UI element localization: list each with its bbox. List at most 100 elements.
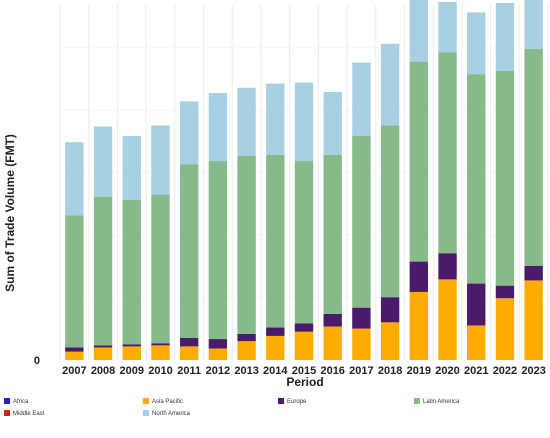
bar-segment-asia-pacific: 2012 – Asia Pacific [208, 348, 228, 360]
bar-segment-north-america: 2022 – North America [495, 2, 515, 72]
bar-segment-north-america: 2011 – North America [179, 101, 199, 165]
bar-segment-north-america: 2014 – North America [266, 83, 285, 155]
legend-item: Middle East [4, 410, 45, 417]
grid-lines [59, 4, 549, 360]
bar-segment-latin-america: 2009 – Latin America [122, 199, 141, 345]
bar-segment-asia-pacific: 2007 – Asia Pacific [65, 351, 84, 360]
bar-segment-latin-america: 2019 – Latin America [409, 61, 429, 262]
bar-segment-latin-america: 2014 – Latin America [266, 154, 285, 328]
bar-segment-latin-america: 2015 – Latin America [294, 161, 314, 324]
x-tick-label: 2008 [91, 365, 115, 377]
bar-segment-europe: 2018 – Europe [380, 297, 400, 323]
legend-label: Africa [13, 399, 29, 405]
bar-segment-asia-pacific: 2008 – Asia Pacific [93, 347, 113, 360]
bar-segment-europe: 2019 – Europe [409, 261, 429, 292]
x-tick-label: 2012 [206, 365, 230, 377]
bar-segment-latin-america: 2013 – Latin America [237, 155, 256, 334]
bar-segment-asia-pacific: 2014 – Asia Pacific [266, 335, 285, 360]
x-tick-label: 2022 [493, 365, 517, 377]
x-axis-title: Period [286, 375, 323, 389]
legend-label: Latin America [423, 399, 460, 405]
bar-segment-north-america: 2009 – North America [122, 135, 141, 200]
bar-segment-latin-america: 2018 – Latin America [380, 125, 400, 298]
bar-segment-north-america: 2021 – North America [467, 12, 486, 75]
bar-segment-north-america: 2018 – North America [380, 43, 400, 126]
bar-segment-asia-pacific: 2011 – Asia Pacific [179, 346, 199, 360]
bar-segment-europe: 2014 – Europe [266, 327, 285, 336]
bar-segment-europe: 2011 – Europe [179, 338, 199, 347]
bar-segment-north-america: 2020 – North America [438, 1, 457, 53]
bar-segment-europe: 2022 – Europe [495, 285, 515, 299]
legend-swatch [4, 410, 10, 416]
bar-segment-north-america: 2013 – North America [237, 87, 256, 156]
x-tick-label: 2016 [320, 365, 344, 377]
bar-segment-north-america: 2008 – North America [93, 126, 113, 197]
x-tick-label: 2019 [407, 365, 431, 377]
bar-segment-asia-pacific: 2022 – Asia Pacific [495, 298, 515, 360]
bar-segment-north-america: 2016 – North America [323, 91, 342, 155]
bars: 2007 – Asia Pacific2007 – Europe2007 – L… [65, 0, 543, 360]
x-tick-label: 2013 [234, 365, 258, 377]
x-tick-label: 2011 [177, 365, 201, 377]
bar-segment-latin-america: 2010 – Latin America [151, 194, 170, 344]
x-tick-label: 2018 [378, 365, 402, 377]
legend-swatch [278, 398, 284, 404]
x-tick-label: 2009 [120, 365, 144, 377]
bar-segment-north-america: 2015 – North America [294, 82, 314, 162]
bar-segment-latin-america: 2020 – Latin America [438, 52, 457, 254]
legend-swatch [4, 398, 10, 404]
legend-label: Middle East [13, 411, 45, 417]
legend-item: Asia Pacific [143, 398, 183, 405]
legend-label: North America [152, 411, 191, 417]
bar-segment-north-america: 2010 – North America [151, 125, 170, 195]
bar-segment-asia-pacific: 2019 – Asia Pacific [409, 291, 429, 360]
bar-segment-europe: 2023 – Europe [524, 265, 543, 281]
bar-segment-north-america: 2007 – North America [65, 142, 84, 216]
bar-segment-europe: 2007 – Europe [65, 347, 84, 352]
legend: Africa Asia Pacific Europe Latin America Mid… [4, 398, 460, 417]
bar-segment-asia-pacific: 2013 – Asia Pacific [237, 341, 256, 360]
y-tick-label: 0 [34, 355, 40, 367]
bar-segment-latin-america: 2012 – Latin America [208, 161, 228, 340]
legend-swatch [143, 398, 149, 404]
bar-segment-latin-america: 2023 – Latin America [524, 49, 543, 266]
legend-item: Europe [278, 398, 307, 405]
legend-item: Latin America [414, 398, 460, 405]
bar-segment-north-america: 2023 – North America [524, 0, 543, 50]
bar-segment-asia-pacific: 2015 – Asia Pacific [294, 331, 314, 360]
legend-swatch [143, 410, 149, 416]
legend-label: Europe [287, 399, 307, 405]
bar-segment-north-america: 2017 – North America [352, 62, 371, 136]
bar-segment-asia-pacific: 2023 – Asia Pacific [524, 280, 543, 360]
bar-segment-europe: 2012 – Europe [208, 339, 228, 349]
legend-label: Asia Pacific [152, 399, 183, 405]
bar-segment-latin-america: 2007 – Latin America [65, 215, 84, 348]
x-tick-label: 2010 [148, 365, 172, 377]
x-tick-label: 2014 [263, 365, 288, 377]
bar-segment-north-america: 2012 – North America [208, 93, 228, 162]
x-tick-label: 2017 [349, 365, 373, 377]
bar-segment-asia-pacific: 2010 – Asia Pacific [151, 345, 170, 360]
bar-segment-latin-america: 2017 – Latin America [352, 135, 371, 308]
x-tick-label: 2023 [521, 365, 545, 377]
bar-segment-europe: 2015 – Europe [294, 323, 314, 332]
bar-segment-europe: 2013 – Europe [237, 333, 256, 342]
bar-segment-europe: 2021 – Europe [467, 283, 486, 326]
x-tick-label: 2007 [62, 365, 86, 377]
legend-swatch [414, 398, 420, 404]
y-axis-title: Sum of Trade Volume (FMT) [3, 134, 17, 292]
bar-segment-asia-pacific: 2009 – Asia Pacific [122, 346, 141, 360]
bar-segment-europe: 2016 – Europe [323, 313, 342, 327]
bar-segment-asia-pacific: 2018 – Asia Pacific [380, 322, 400, 360]
bar-segment-europe: 2009 – Europe [122, 344, 141, 347]
bar-segment-europe: 2008 – Europe [93, 345, 113, 348]
bar-segment-latin-america: 2022 – Latin America [495, 71, 515, 286]
x-axis-ticks: 2007 2008 2009 2010 2011 2012 2013 2014 2015 2016… [62, 365, 546, 377]
bar-segment-europe: 2017 – Europe [352, 307, 371, 329]
legend-item: Africa [4, 398, 29, 405]
x-tick-label: 2020 [435, 365, 459, 377]
bar-segment-asia-pacific: 2021 – Asia Pacific [467, 325, 486, 360]
bar-segment-asia-pacific: 2017 – Asia Pacific [352, 328, 371, 360]
